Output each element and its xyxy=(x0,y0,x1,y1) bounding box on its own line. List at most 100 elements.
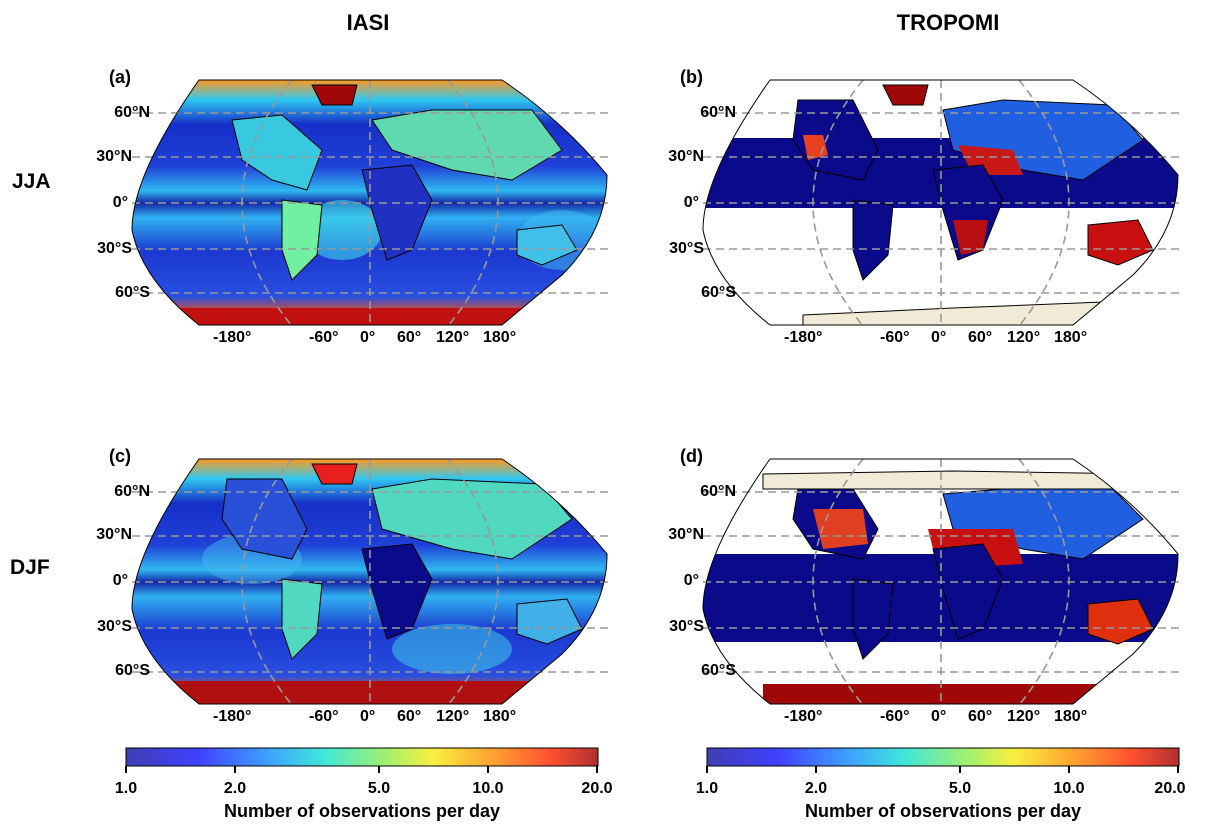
lon-tick-label: 180° xyxy=(483,329,517,346)
colorbar-tick-label: 1.0 xyxy=(114,780,138,797)
lat-tick-label: 0° xyxy=(112,572,128,589)
australia-landmass xyxy=(1087,598,1154,645)
lat-tick-label: 30°S xyxy=(669,240,704,257)
lon-tick-label: 180° xyxy=(1054,329,1088,346)
antarctica-field xyxy=(132,681,607,704)
eurasia-landmass xyxy=(371,478,573,560)
lat-tick-label: 30°N xyxy=(96,148,132,165)
row-title-jja: JJA xyxy=(12,170,51,193)
lat-tick-label: 60°N xyxy=(700,104,736,121)
lat-tick-label: 30°N xyxy=(668,148,704,165)
map-panel-b xyxy=(702,79,1179,331)
australia-landmass xyxy=(516,224,578,266)
lon-tick-label: -180° xyxy=(213,329,252,346)
south-america-landmass xyxy=(281,578,323,660)
north-america-landmass xyxy=(221,478,308,560)
colorbar-gradient xyxy=(706,747,1180,767)
colorbar-tick-label: 1.0 xyxy=(695,780,719,797)
lat-tick-label: 30°S xyxy=(97,240,132,257)
lat-tick-label: 30°S xyxy=(97,618,132,635)
lon-tick-label: -60° xyxy=(880,708,910,725)
lon-tick-label: 180° xyxy=(483,708,517,725)
greenland-landmass xyxy=(311,463,358,485)
map-outline xyxy=(131,79,608,326)
map-c-svg xyxy=(131,458,608,706)
colorbar-label: Number of observations per day xyxy=(223,801,501,821)
eurasia-landmass xyxy=(371,109,563,181)
arctic-landmass xyxy=(762,470,1144,490)
lon-tick-label: -60° xyxy=(880,329,910,346)
colorbar-tick-label: 5.0 xyxy=(948,780,972,797)
colorbar-tick-label: 10.0 xyxy=(1053,780,1085,797)
lon-tick-label: 60° xyxy=(397,708,422,725)
colorbar-gradient xyxy=(125,747,599,767)
colorbar-label: Number of observations per day xyxy=(804,801,1082,821)
map-outline xyxy=(702,458,1179,705)
north-america-landmass xyxy=(792,99,879,181)
lon-tick-label: 120° xyxy=(1007,329,1041,346)
panel-label-d: (d) xyxy=(680,446,703,466)
map-b-svg xyxy=(702,79,1179,327)
map-panel-c xyxy=(131,458,608,710)
lon-tick-label: 60° xyxy=(968,329,993,346)
lat-tick-label: 0° xyxy=(683,194,699,211)
graticule xyxy=(703,79,1179,327)
panel-label-b: (b) xyxy=(680,67,703,87)
graticule xyxy=(703,458,1179,706)
map-a-svg xyxy=(131,79,608,327)
africa-landmass xyxy=(361,543,433,640)
lon-tick-label: -180° xyxy=(213,708,252,725)
lat-tick-label: 0° xyxy=(683,572,699,589)
field-blob xyxy=(392,624,512,674)
panel-label-a: (a) xyxy=(109,67,131,87)
map-outline xyxy=(131,458,608,705)
lon-tick-label: 0° xyxy=(931,329,947,346)
lon-tick-label: -60° xyxy=(309,329,339,346)
lon-tick-label: 0° xyxy=(360,329,376,346)
panel-label-c: (c) xyxy=(109,446,131,466)
lon-tick-label: -180° xyxy=(784,708,823,725)
lon-tick-label: 0° xyxy=(360,708,376,725)
map-panel-d xyxy=(702,458,1179,710)
colorbar-tick-label: 10.0 xyxy=(472,780,504,797)
lat-tick-label: 60°S xyxy=(701,284,736,301)
lat-tick-label: 60°S xyxy=(701,662,736,679)
south-america-landmass xyxy=(852,199,894,281)
map-outline xyxy=(702,79,1179,326)
lat-tick-label: 30°S xyxy=(669,618,704,635)
lat-tick-label: 60°N xyxy=(114,104,150,121)
row-title-djf: DJF xyxy=(10,556,50,579)
greenland-landmass xyxy=(882,84,929,106)
lon-tick-label: 60° xyxy=(968,708,993,725)
colorbar-tick-label: 2.0 xyxy=(223,780,247,797)
field-blob xyxy=(302,200,382,260)
africa-landmass xyxy=(932,543,1004,640)
colorbar-tick-label: 20.0 xyxy=(1154,780,1186,797)
hotspot xyxy=(953,220,988,255)
colorbar-tick-label: 2.0 xyxy=(804,780,828,797)
lon-tick-label: 0° xyxy=(931,708,947,725)
colorbar-tick-label: 20.0 xyxy=(581,780,613,797)
greenland-landmass xyxy=(311,84,358,106)
south-america-landmass xyxy=(281,199,323,281)
column-title-iasi: IASI xyxy=(346,10,390,35)
column-title-tropomi: TROPOMI xyxy=(896,10,1000,35)
lon-tick-label: 120° xyxy=(436,708,470,725)
graticule xyxy=(132,458,608,706)
lat-tick-label: 60°N xyxy=(114,483,150,500)
north-america-landmass xyxy=(231,114,323,191)
colorbar-tick-label: 5.0 xyxy=(367,780,391,797)
australia-landmass xyxy=(1087,219,1154,266)
lon-tick-label: 120° xyxy=(1007,708,1041,725)
colorbar-left-svg xyxy=(125,747,599,773)
lon-tick-label: 180° xyxy=(1054,708,1088,725)
colorbar-right xyxy=(706,747,1180,779)
africa-landmass xyxy=(361,164,433,261)
map-panel-a xyxy=(131,79,608,331)
graticule xyxy=(132,79,608,327)
lon-tick-label: 120° xyxy=(436,329,470,346)
lon-tick-label: -180° xyxy=(784,329,823,346)
antarctica-field xyxy=(763,684,1163,704)
australia-landmass xyxy=(516,598,583,645)
lat-tick-label: 0° xyxy=(112,194,128,211)
